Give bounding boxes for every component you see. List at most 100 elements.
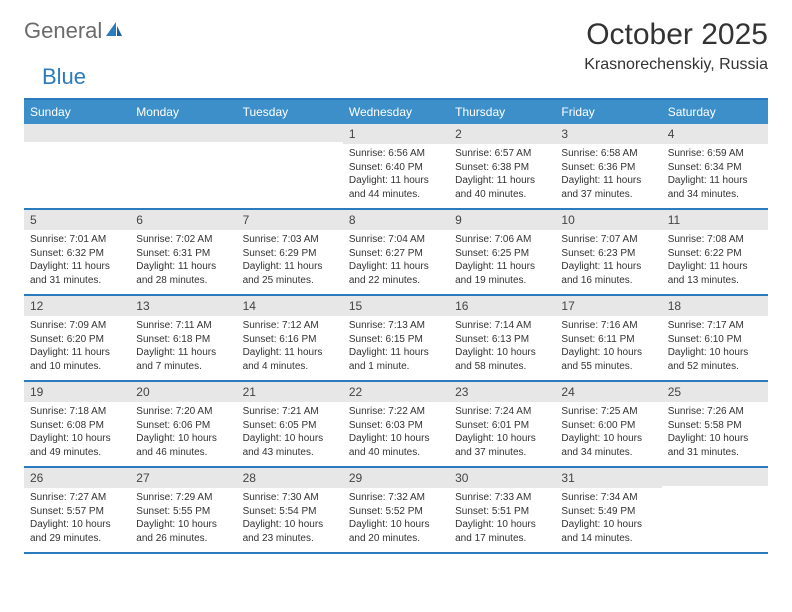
- month-title: October 2025: [584, 18, 768, 52]
- sunrise: Sunrise: 7:09 AM: [30, 319, 124, 333]
- sunset: Sunset: 6:25 PM: [455, 247, 549, 261]
- daylight-line2: and 1 minute.: [349, 360, 443, 374]
- day-24: 24Sunrise: 7:25 AMSunset: 6:00 PMDayligh…: [555, 382, 661, 466]
- day-number: 25: [662, 382, 768, 402]
- weekday-tuesday: Tuesday: [237, 100, 343, 124]
- sunrise: Sunrise: 7:08 AM: [668, 233, 762, 247]
- day-14: 14Sunrise: 7:12 AMSunset: 6:16 PMDayligh…: [237, 296, 343, 380]
- sunrise: Sunrise: 7:13 AM: [349, 319, 443, 333]
- day-number: 17: [555, 296, 661, 316]
- sunset: Sunset: 6:38 PM: [455, 161, 549, 175]
- daylight-line1: Daylight: 10 hours: [349, 518, 443, 532]
- day-body: Sunrise: 7:08 AMSunset: 6:22 PMDaylight:…: [662, 230, 768, 293]
- day-body: Sunrise: 6:59 AMSunset: 6:34 PMDaylight:…: [662, 144, 768, 207]
- day-body: Sunrise: 7:02 AMSunset: 6:31 PMDaylight:…: [130, 230, 236, 293]
- day-22: 22Sunrise: 7:22 AMSunset: 6:03 PMDayligh…: [343, 382, 449, 466]
- daylight-line1: Daylight: 11 hours: [455, 260, 549, 274]
- sunrise: Sunrise: 7:30 AM: [243, 491, 337, 505]
- day-23: 23Sunrise: 7:24 AMSunset: 6:01 PMDayligh…: [449, 382, 555, 466]
- day-number: 16: [449, 296, 555, 316]
- day-empty: [237, 124, 343, 208]
- weekday-friday: Friday: [555, 100, 661, 124]
- sunrise: Sunrise: 7:07 AM: [561, 233, 655, 247]
- day-body: Sunrise: 7:25 AMSunset: 6:00 PMDaylight:…: [555, 402, 661, 465]
- sunrise: Sunrise: 7:03 AM: [243, 233, 337, 247]
- day-body: Sunrise: 7:03 AMSunset: 6:29 PMDaylight:…: [237, 230, 343, 293]
- sunrise: Sunrise: 7:16 AM: [561, 319, 655, 333]
- day-28: 28Sunrise: 7:30 AMSunset: 5:54 PMDayligh…: [237, 468, 343, 552]
- day-number: 21: [237, 382, 343, 402]
- day-number: 15: [343, 296, 449, 316]
- daylight-line1: Daylight: 11 hours: [136, 260, 230, 274]
- day-number: 14: [237, 296, 343, 316]
- sunset: Sunset: 6:34 PM: [668, 161, 762, 175]
- day-body: Sunrise: 7:22 AMSunset: 6:03 PMDaylight:…: [343, 402, 449, 465]
- day-body: Sunrise: 7:07 AMSunset: 6:23 PMDaylight:…: [555, 230, 661, 293]
- daylight-line2: and 10 minutes.: [30, 360, 124, 374]
- day-number: 20: [130, 382, 236, 402]
- sunset: Sunset: 6:16 PM: [243, 333, 337, 347]
- day-number: 9: [449, 210, 555, 230]
- day-19: 19Sunrise: 7:18 AMSunset: 6:08 PMDayligh…: [24, 382, 130, 466]
- weekday-saturday: Saturday: [662, 100, 768, 124]
- sunrise: Sunrise: 6:56 AM: [349, 147, 443, 161]
- sunset: Sunset: 6:08 PM: [30, 419, 124, 433]
- day-11: 11Sunrise: 7:08 AMSunset: 6:22 PMDayligh…: [662, 210, 768, 294]
- day-29: 29Sunrise: 7:32 AMSunset: 5:52 PMDayligh…: [343, 468, 449, 552]
- day-25: 25Sunrise: 7:26 AMSunset: 5:58 PMDayligh…: [662, 382, 768, 466]
- day-12: 12Sunrise: 7:09 AMSunset: 6:20 PMDayligh…: [24, 296, 130, 380]
- daylight-line1: Daylight: 11 hours: [668, 260, 762, 274]
- sunrise: Sunrise: 7:21 AM: [243, 405, 337, 419]
- sunrise: Sunrise: 7:25 AM: [561, 405, 655, 419]
- daylight-line2: and 28 minutes.: [136, 274, 230, 288]
- daylight-line1: Daylight: 10 hours: [243, 432, 337, 446]
- day-number: 7: [237, 210, 343, 230]
- day-number: 12: [24, 296, 130, 316]
- sunrise: Sunrise: 6:57 AM: [455, 147, 549, 161]
- daylight-line1: Daylight: 11 hours: [136, 346, 230, 360]
- day-body: Sunrise: 7:17 AMSunset: 6:10 PMDaylight:…: [662, 316, 768, 379]
- day-number: 3: [555, 124, 661, 144]
- sunset: Sunset: 6:32 PM: [30, 247, 124, 261]
- sunrise: Sunrise: 7:29 AM: [136, 491, 230, 505]
- sunset: Sunset: 6:03 PM: [349, 419, 443, 433]
- day-number: 31: [555, 468, 661, 488]
- day-body: Sunrise: 6:56 AMSunset: 6:40 PMDaylight:…: [343, 144, 449, 207]
- daylight-line1: Daylight: 10 hours: [668, 432, 762, 446]
- sunrise: Sunrise: 6:58 AM: [561, 147, 655, 161]
- sunrise: Sunrise: 6:59 AM: [668, 147, 762, 161]
- sunrise: Sunrise: 7:11 AM: [136, 319, 230, 333]
- day-21: 21Sunrise: 7:21 AMSunset: 6:05 PMDayligh…: [237, 382, 343, 466]
- day-26: 26Sunrise: 7:27 AMSunset: 5:57 PMDayligh…: [24, 468, 130, 552]
- day-4: 4Sunrise: 6:59 AMSunset: 6:34 PMDaylight…: [662, 124, 768, 208]
- day-7: 7Sunrise: 7:03 AMSunset: 6:29 PMDaylight…: [237, 210, 343, 294]
- day-27: 27Sunrise: 7:29 AMSunset: 5:55 PMDayligh…: [130, 468, 236, 552]
- day-body: Sunrise: 7:04 AMSunset: 6:27 PMDaylight:…: [343, 230, 449, 293]
- calendar: SundayMondayTuesdayWednesdayThursdayFrid…: [24, 98, 768, 554]
- sail-icon: [104, 20, 124, 43]
- day-31: 31Sunrise: 7:34 AMSunset: 5:49 PMDayligh…: [555, 468, 661, 552]
- day-number: [237, 124, 343, 142]
- week-row: 26Sunrise: 7:27 AMSunset: 5:57 PMDayligh…: [24, 468, 768, 554]
- daylight-line2: and 37 minutes.: [455, 446, 549, 460]
- sunset: Sunset: 6:11 PM: [561, 333, 655, 347]
- daylight-line2: and 40 minutes.: [349, 446, 443, 460]
- daylight-line1: Daylight: 10 hours: [30, 518, 124, 532]
- weekday-row: SundayMondayTuesdayWednesdayThursdayFrid…: [24, 100, 768, 124]
- daylight-line2: and 4 minutes.: [243, 360, 337, 374]
- day-body: Sunrise: 7:34 AMSunset: 5:49 PMDaylight:…: [555, 488, 661, 551]
- daylight-line2: and 31 minutes.: [30, 274, 124, 288]
- daylight-line2: and 37 minutes.: [561, 188, 655, 202]
- day-body: Sunrise: 7:20 AMSunset: 6:06 PMDaylight:…: [130, 402, 236, 465]
- day-number: 11: [662, 210, 768, 230]
- daylight-line1: Daylight: 10 hours: [561, 518, 655, 532]
- daylight-line1: Daylight: 10 hours: [136, 518, 230, 532]
- day-number: 6: [130, 210, 236, 230]
- daylight-line2: and 46 minutes.: [136, 446, 230, 460]
- day-body: Sunrise: 7:32 AMSunset: 5:52 PMDaylight:…: [343, 488, 449, 551]
- daylight-line2: and 34 minutes.: [561, 446, 655, 460]
- day-8: 8Sunrise: 7:04 AMSunset: 6:27 PMDaylight…: [343, 210, 449, 294]
- day-body: Sunrise: 7:06 AMSunset: 6:25 PMDaylight:…: [449, 230, 555, 293]
- day-body: Sunrise: 6:58 AMSunset: 6:36 PMDaylight:…: [555, 144, 661, 207]
- sunrise: Sunrise: 7:06 AM: [455, 233, 549, 247]
